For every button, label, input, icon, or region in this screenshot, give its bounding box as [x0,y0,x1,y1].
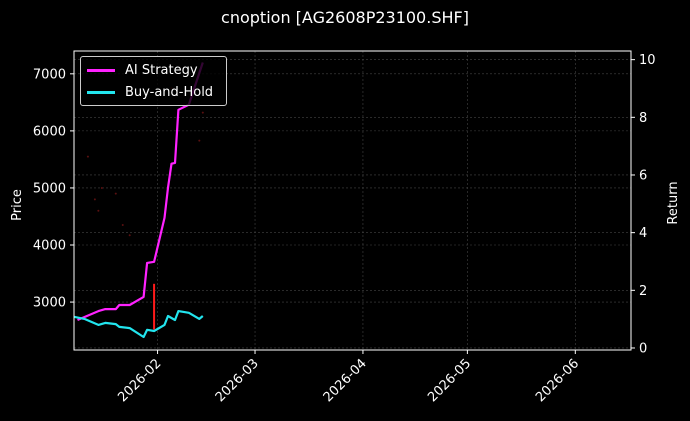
date-tick-label: 2026-04 [321,356,370,405]
price-marker [128,234,131,237]
ai-strategy-swatch-icon [87,68,115,72]
ai-strategy-line [77,62,204,322]
return-axis: 0 2 4 6 8 10 [631,53,656,356]
return-axis-label: Return [666,181,681,224]
price-tick-label: 4000 [33,239,66,254]
buy-and-hold-swatch-icon [87,90,115,94]
price-marker [114,192,117,195]
price-axis-label: Price [10,189,25,221]
chart-title: cnoption [AG2608P23100.SHF] [221,8,469,27]
legend-label: Buy-and-Hold [125,84,214,100]
price-tick-label: 3000 [33,296,66,311]
price-axis: 3000 4000 5000 6000 7000 [33,67,74,311]
price-marker [100,186,103,189]
return-tick-label: 10 [639,53,656,68]
price-tick-label: 5000 [33,181,66,196]
date-axis: 2026-02 2026-03 2026-04 2026-05 2026-06 [115,350,582,405]
price-tick-label: 6000 [33,124,66,139]
price-marker [121,224,124,227]
buy-and-hold-line [73,310,204,339]
legend-label: AI Strategy [125,62,198,78]
return-tick-label: 4 [639,226,647,241]
legend: AI Strategy Buy-and-Hold [80,56,227,106]
series-lines [73,62,204,339]
date-tick-label: 2026-03 [213,356,262,405]
price-marker [198,139,201,142]
return-tick-label: 6 [639,168,647,183]
price-tick-label: 7000 [33,67,66,82]
price-marker [93,198,96,201]
date-tick-label: 2026-06 [533,356,582,405]
price-marker [201,111,204,114]
price-markers [86,87,204,237]
date-tick-label: 2026-05 [425,356,474,405]
return-tick-label: 8 [639,111,647,126]
legend-item-ai-strategy: AI Strategy [87,60,198,80]
price-marker [97,209,100,212]
legend-item-buy-and-hold: Buy-and-Hold [87,82,213,102]
return-tick-label: 0 [639,341,647,356]
price-marker [86,155,89,158]
plot-frame [73,50,632,351]
return-tick-label: 2 [639,284,647,299]
date-tick-label: 2026-02 [115,356,164,405]
